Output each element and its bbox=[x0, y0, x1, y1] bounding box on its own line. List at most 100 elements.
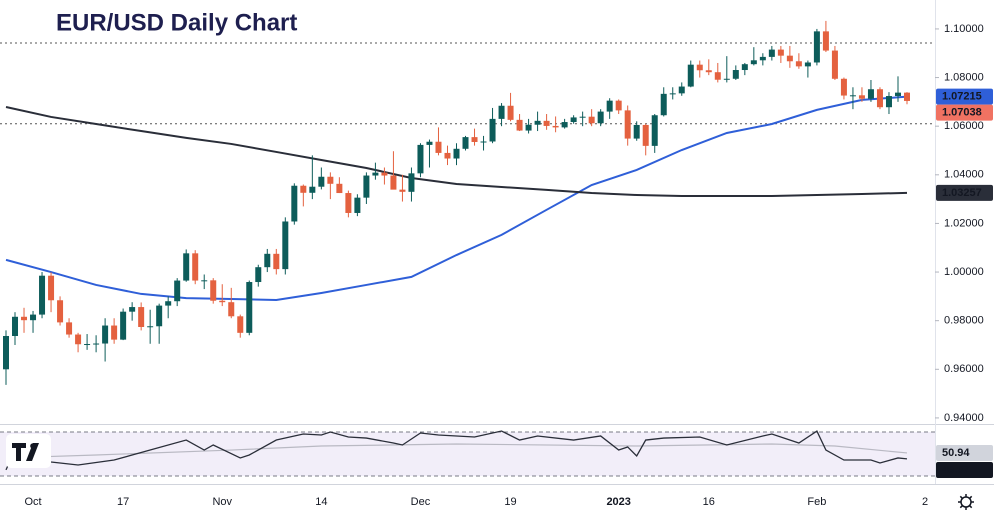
x-tick-label: 19 bbox=[504, 496, 516, 508]
candle-body bbox=[570, 117, 577, 123]
candle-body bbox=[885, 96, 892, 108]
candle-body bbox=[363, 175, 370, 198]
candle-body bbox=[183, 253, 190, 281]
y-tick-label: 0.94000 bbox=[944, 412, 984, 424]
candle-body bbox=[93, 343, 100, 345]
candle-body bbox=[498, 105, 505, 119]
price-label-box bbox=[936, 104, 993, 121]
y-tick-label: 1.02000 bbox=[944, 217, 984, 229]
logo-dot bbox=[30, 443, 36, 449]
x-tick-label: Feb bbox=[807, 496, 826, 508]
candle-body bbox=[534, 120, 541, 125]
candle-body bbox=[822, 31, 829, 51]
candle-body bbox=[642, 124, 649, 146]
candle-body bbox=[597, 111, 604, 124]
x-tick-label: 2023 bbox=[606, 496, 630, 508]
candle-body bbox=[624, 110, 631, 139]
candle-body bbox=[453, 148, 460, 159]
price-label-box bbox=[936, 461, 993, 478]
x-tick-label: 17 bbox=[117, 496, 129, 508]
candle-body bbox=[165, 301, 172, 306]
candle-body bbox=[264, 253, 271, 268]
price-label: 50.94 bbox=[942, 447, 970, 459]
candle-body bbox=[408, 173, 415, 192]
candle-body bbox=[345, 193, 352, 213]
logo-bg bbox=[6, 434, 51, 468]
candle-body bbox=[84, 344, 91, 346]
x-tick-label: Nov bbox=[212, 496, 232, 508]
candle-body bbox=[579, 116, 586, 118]
candle-body bbox=[660, 93, 667, 116]
candle-body bbox=[273, 253, 280, 270]
price-label: 1.07215 bbox=[942, 91, 982, 103]
x-tick-label: 16 bbox=[703, 496, 715, 508]
candle-body bbox=[507, 105, 514, 120]
rsi-line bbox=[5, 443, 908, 459]
moving-average bbox=[5, 105, 908, 197]
candle-body bbox=[399, 189, 406, 192]
candle-body bbox=[795, 61, 802, 67]
candle-body bbox=[21, 316, 28, 321]
settings-icon[interactable] bbox=[958, 494, 974, 510]
candle-body bbox=[633, 124, 640, 139]
y-tick-label: 0.96000 bbox=[944, 363, 984, 375]
candle-body bbox=[39, 275, 46, 315]
y-tick-label: 0.98000 bbox=[944, 315, 984, 327]
candle-body bbox=[219, 300, 226, 303]
candle-body bbox=[768, 49, 775, 57]
candle-body bbox=[12, 316, 19, 336]
candle-body bbox=[696, 64, 703, 71]
candle-body bbox=[30, 314, 37, 321]
x-tick-label: 14 bbox=[315, 496, 327, 508]
candle-body bbox=[282, 221, 289, 270]
candle-body bbox=[426, 141, 433, 145]
price-label: 1.03257 bbox=[942, 187, 982, 199]
y-tick-label: 1.08000 bbox=[944, 71, 984, 83]
candle-body bbox=[723, 78, 730, 80]
candle-body bbox=[354, 197, 361, 213]
candle-body bbox=[714, 72, 721, 80]
rsi-lines bbox=[0, 430, 935, 477]
candle-body bbox=[552, 125, 559, 128]
candle-body bbox=[138, 307, 145, 327]
candle-body bbox=[777, 49, 784, 56]
candle-body bbox=[831, 50, 838, 79]
candle-body bbox=[480, 141, 487, 143]
candle-body bbox=[300, 185, 307, 193]
price-label: 45.57 bbox=[942, 464, 970, 476]
y-tick-label: 1.00000 bbox=[944, 266, 984, 278]
candle-body bbox=[57, 300, 64, 323]
candle-body bbox=[849, 95, 856, 97]
candle-body bbox=[3, 335, 9, 370]
candle-body bbox=[651, 115, 658, 146]
price-label-box bbox=[936, 184, 993, 201]
candle-body bbox=[840, 78, 847, 96]
candle-body bbox=[669, 93, 676, 95]
candle-body bbox=[309, 186, 316, 193]
price-label-box bbox=[936, 444, 993, 461]
y-tick-label: 1.06000 bbox=[944, 120, 984, 132]
x-tick-label: 2 bbox=[922, 496, 928, 508]
x-tick-label: Oct bbox=[24, 496, 41, 508]
rsi-pane bbox=[0, 425, 935, 483]
candle-body bbox=[327, 176, 334, 184]
candle-body bbox=[904, 92, 910, 101]
y-tick-label: 1.04000 bbox=[944, 169, 984, 181]
candle-body bbox=[606, 100, 613, 112]
axes: 1.10000 1.08000 1.06000 1.04000 1.02000 1.000… bbox=[24, 23, 993, 508]
candle-body bbox=[867, 89, 874, 99]
candle-body bbox=[192, 253, 199, 281]
candle-body bbox=[210, 280, 217, 301]
candle-body bbox=[129, 307, 136, 312]
candle-body bbox=[516, 119, 523, 131]
gear-teeth[interactable] bbox=[958, 494, 974, 510]
candle-body bbox=[246, 282, 253, 333]
candle-body bbox=[336, 183, 343, 194]
candle-body bbox=[705, 70, 712, 73]
candle-body bbox=[201, 280, 208, 282]
candle-body bbox=[318, 176, 325, 187]
candle-body bbox=[750, 60, 757, 65]
y-tick-label: 1.10000 bbox=[944, 23, 984, 35]
